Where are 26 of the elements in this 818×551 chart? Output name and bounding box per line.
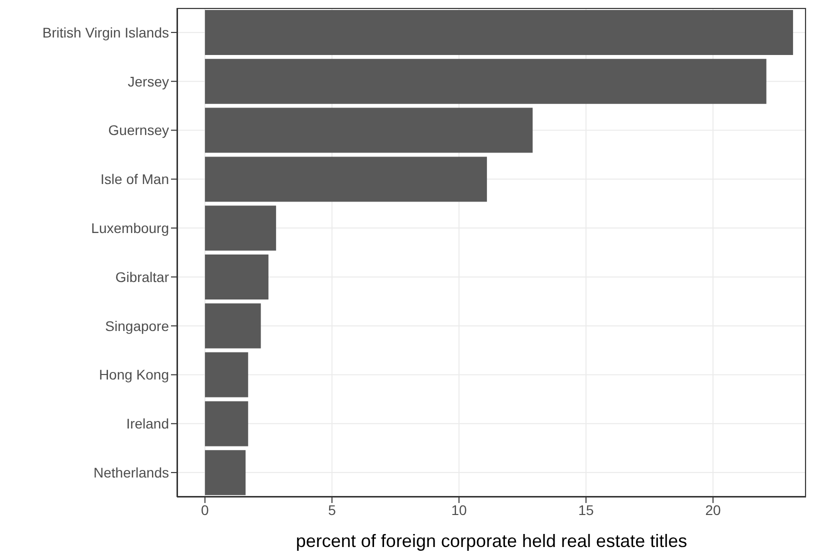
y-tick-label: Hong Kong	[98, 366, 169, 383]
y-tick-label: Gibraltar	[115, 268, 170, 285]
bar	[204, 254, 268, 300]
x-axis-title: percent of foreign corporate held real estate titles	[296, 531, 688, 551]
bar	[204, 450, 246, 496]
bar	[204, 206, 276, 251]
bar	[204, 10, 794, 55]
y-tick-label: Jersey	[128, 73, 169, 90]
x-tick-label: 5	[328, 502, 336, 518]
y-tick-label: Singapore	[105, 318, 170, 334]
bar	[204, 303, 261, 348]
y-tick-label: Netherlands	[94, 464, 169, 481]
bar	[204, 108, 533, 153]
bar	[204, 58, 766, 104]
bar	[204, 401, 248, 446]
y-tick-label: British Virgin Islands	[42, 24, 169, 40]
bar	[204, 156, 487, 202]
y-tick-label: Ireland	[126, 416, 169, 432]
x-tick-label: 20	[705, 502, 722, 518]
y-tick-label: Luxembourg	[91, 220, 169, 236]
bar	[204, 352, 248, 398]
x-tick-label: 15	[578, 502, 594, 518]
y-tick-label: Isle of Man	[100, 171, 169, 188]
y-tick-label: Guernsey	[108, 122, 169, 138]
x-tick-label: 10	[451, 502, 467, 518]
x-tick-label: 0	[201, 502, 210, 518]
